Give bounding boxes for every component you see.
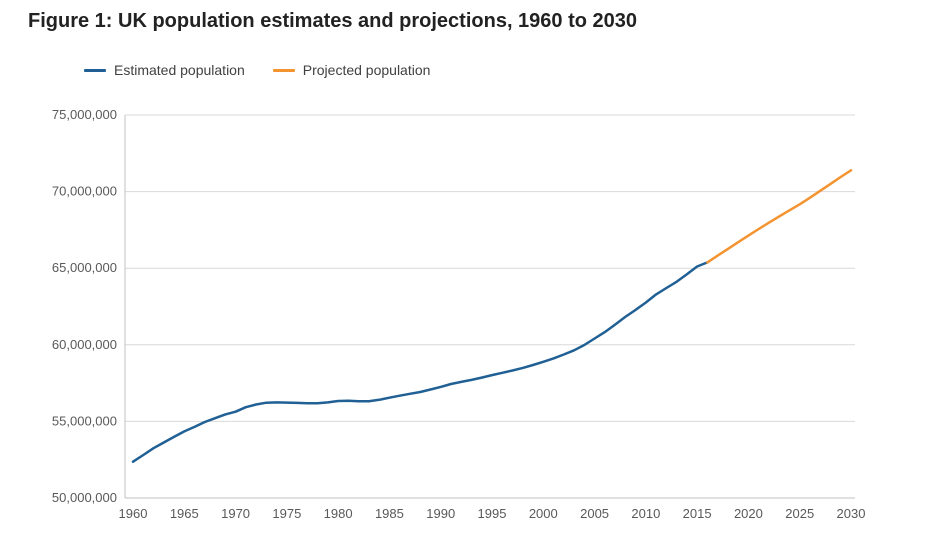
x-tick-label: 1975 <box>272 506 301 521</box>
estimated-population-line <box>131 261 709 463</box>
x-tick-label: 2030 <box>837 506 866 521</box>
y-tick-label: 60,000,000 <box>52 337 117 352</box>
x-tick-label: 2000 <box>529 506 558 521</box>
y-tick-label: 50,000,000 <box>52 490 117 505</box>
x-tick-label: 1995 <box>478 506 507 521</box>
x-tick-label: 2010 <box>631 506 660 521</box>
legend-item-estimated: Estimated population <box>84 62 245 78</box>
figure-title: Figure 1: UK population estimates and pr… <box>28 10 638 32</box>
x-tick-label: 1960 <box>119 506 148 521</box>
y-tick-label: 65,000,000 <box>52 260 117 275</box>
y-tick-label: 55,000,000 <box>52 413 117 428</box>
y-tick-label: 75,000,000 <box>52 107 117 122</box>
chart-area: 50,000,000 55,000,000 60,000,000 65,000,000… <box>0 95 951 551</box>
legend-item-projected: Projected population <box>272 62 431 78</box>
x-tick-label: 2020 <box>734 506 763 521</box>
projected-population-line <box>706 169 853 264</box>
x-tick-label: 2015 <box>683 506 712 521</box>
chart-legend: Estimated population Projected population <box>84 62 430 78</box>
x-tick-label: 2005 <box>580 506 609 521</box>
x-tick-label: 1990 <box>426 506 455 521</box>
x-tick-label: 1970 <box>221 506 250 521</box>
legend-label: Projected population <box>302 62 431 78</box>
x-tick-label: 1980 <box>324 506 353 521</box>
population-chart: 50,000,000 55,000,000 60,000,000 65,000,000… <box>52 107 866 521</box>
x-tick-label: 1965 <box>170 506 199 521</box>
legend-label: Estimated population <box>114 62 245 78</box>
legend-line-swatch <box>272 68 295 72</box>
x-tick-label: 1985 <box>375 506 404 521</box>
y-tick-label: 70,000,000 <box>52 184 117 199</box>
x-tick-label: 2025 <box>785 506 814 521</box>
legend-line-swatch <box>84 68 106 72</box>
